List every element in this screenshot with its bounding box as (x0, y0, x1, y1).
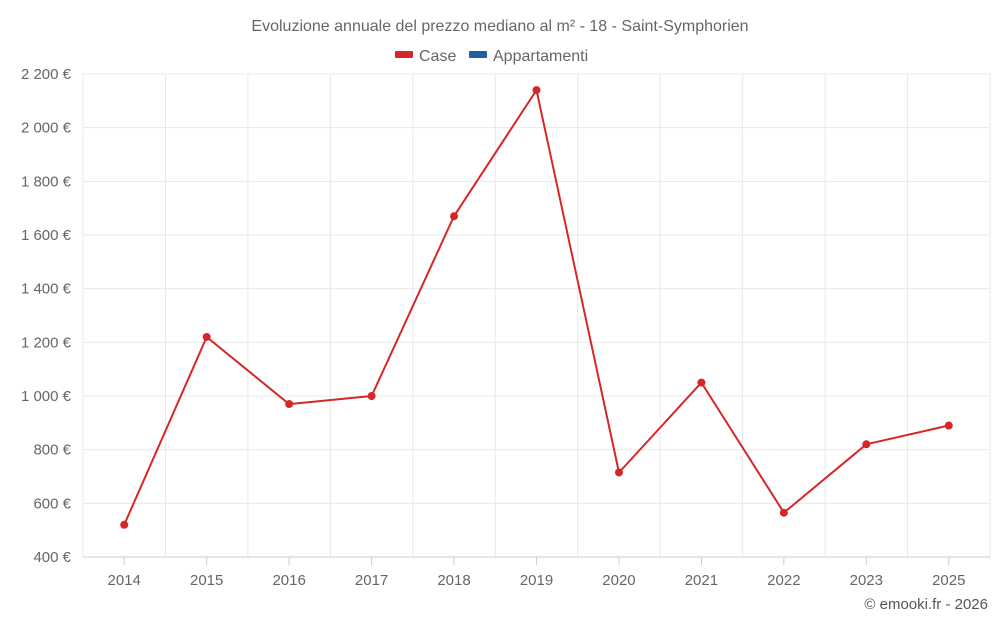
legend: Case Appartamenti (395, 48, 588, 65)
series-case (120, 86, 953, 529)
x-tick-label: 2025 (932, 572, 965, 589)
legend-label-case: Case (419, 48, 456, 65)
x-tick-label: 2014 (108, 572, 141, 589)
x-axis: 2014 2015 2016 2017 2018 2019 2020 2021 2022 2023… (83, 556, 990, 589)
credit: © emooki.fr - 2026 (864, 596, 988, 613)
data-point-case[interactable] (779, 508, 788, 517)
x-tick-label: 2022 (767, 572, 800, 589)
legend-item-appartamenti[interactable]: Appartamenti (469, 48, 588, 65)
y-axis: 400 € 600 € 800 € 1 000 € 1 200 € 1 400 € 1 60… (21, 66, 72, 566)
x-tick-label: 2018 (437, 572, 470, 589)
x-tick-label: 2020 (602, 572, 635, 589)
x-tick-label: 2015 (190, 572, 223, 589)
grid (82, 73, 991, 558)
data-point-case[interactable] (862, 440, 871, 449)
data-point-case[interactable] (202, 332, 211, 341)
y-tick-label: 600 € (33, 495, 71, 512)
data-point-case[interactable] (532, 86, 541, 95)
legend-item-case[interactable]: Case (395, 48, 456, 65)
chart-title: Evoluzione annuale del prezzo mediano al… (251, 18, 748, 35)
y-tick-label: 1 600 € (21, 227, 72, 244)
y-tick-label: 1 000 € (21, 388, 72, 405)
legend-swatch-case (395, 51, 413, 58)
data-point-case[interactable] (285, 400, 294, 409)
data-point-case[interactable] (450, 212, 459, 221)
data-point-case[interactable] (944, 421, 953, 430)
y-tick-label: 1 800 € (21, 173, 72, 190)
x-tick-label: 2019 (520, 572, 553, 589)
y-tick-label: 400 € (33, 549, 71, 566)
x-tick-label: 2023 (850, 572, 883, 589)
x-tick-label: 2016 (272, 572, 305, 589)
y-tick-label: 1 200 € (21, 334, 72, 351)
data-point-case[interactable] (120, 520, 129, 529)
data-point-case[interactable] (697, 378, 706, 387)
legend-label-appartamenti: Appartamenti (493, 48, 588, 65)
y-tick-label: 2 200 € (21, 66, 72, 83)
y-tick-label: 2 000 € (21, 120, 72, 137)
legend-swatch-appartamenti (469, 51, 487, 58)
data-point-case[interactable] (367, 392, 376, 400)
x-tick-label: 2021 (685, 572, 718, 589)
x-tick-label: 2017 (355, 572, 388, 589)
data-point-case[interactable] (614, 468, 623, 477)
y-tick-label: 1 400 € (21, 281, 72, 298)
y-tick-label: 800 € (33, 442, 71, 459)
